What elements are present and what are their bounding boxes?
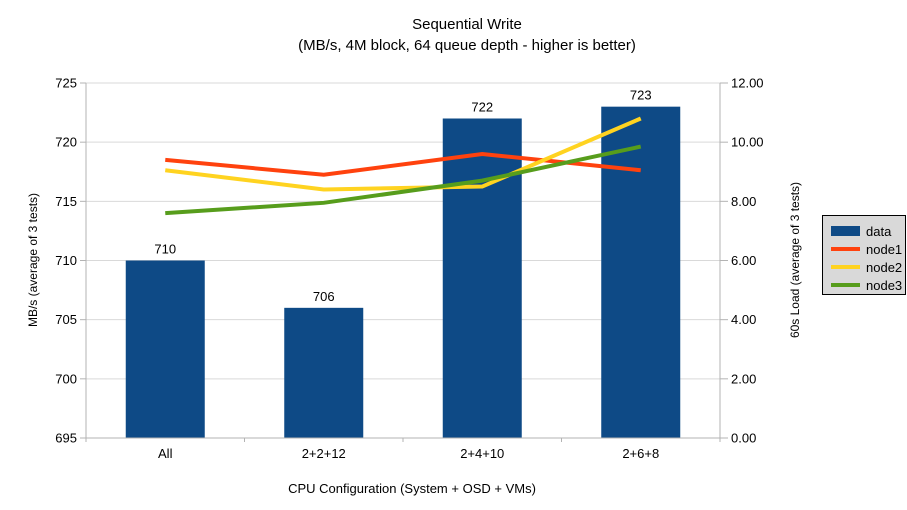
legend-swatch-node2 <box>831 265 860 269</box>
legend-label: node2 <box>866 259 903 275</box>
legend-label: data <box>866 223 892 239</box>
left-tick-label: 710 <box>55 253 77 268</box>
bar-value-label: 722 <box>471 100 493 115</box>
legend-swatch-data <box>831 226 860 236</box>
right-tick-label: 10.00 <box>731 135 764 150</box>
right-tick-label: 4.00 <box>731 312 756 327</box>
right-tick-label: 0.00 <box>731 431 756 446</box>
bar-2+6+8 <box>601 106 681 439</box>
chart-title-line2: (MB/s, 4M block, 64 queue depth - higher… <box>298 37 636 54</box>
bar-2+2+12 <box>284 307 364 438</box>
right-axis-title: 60s Load (average of 3 tests) <box>788 181 802 339</box>
left-tick-label: 720 <box>55 135 77 150</box>
legend: data node1 node2 node3 <box>822 215 906 295</box>
legend-label: node3 <box>866 277 903 293</box>
line-node1 <box>165 151 641 177</box>
right-tick-label: 2.00 <box>731 371 756 386</box>
bar-2+4+10 <box>442 118 522 438</box>
left-tick-label: 700 <box>55 371 77 386</box>
category-label: 2+4+10 <box>460 446 504 461</box>
left-axis-title: MB/s (average of 3 tests) <box>26 192 40 328</box>
right-tick-label: 12.00 <box>731 76 764 91</box>
legend-swatch-node3 <box>831 283 860 287</box>
bar-value-label: 706 <box>313 289 335 304</box>
bar-All <box>125 260 205 438</box>
left-tick-label: 695 <box>55 431 77 446</box>
right-tick-label: 8.00 <box>731 194 756 209</box>
left-tick-label: 725 <box>55 76 77 91</box>
legend-item-node2: node2 <box>831 258 905 276</box>
legend-label: node1 <box>866 241 903 257</box>
line-node2 <box>165 116 642 192</box>
chart-title-line1: Sequential Write <box>412 16 522 33</box>
bar-value-label: 723 <box>630 88 652 103</box>
legend-swatch-node1 <box>831 247 860 251</box>
category-label: 2+2+12 <box>302 446 346 461</box>
category-label: 2+6+8 <box>622 446 659 461</box>
left-tick-label: 715 <box>55 194 77 209</box>
line-node3 <box>165 144 642 216</box>
right-tick-label: 6.00 <box>731 253 756 268</box>
chart-title: Sequential Write (MB/s, 4M block, 64 que… <box>298 14 636 56</box>
x-axis-title: CPU Configuration (System + OSD + VMs) <box>288 481 536 496</box>
category-label: All <box>158 446 173 461</box>
legend-item-node3: node3 <box>831 276 905 294</box>
legend-item-node1: node1 <box>831 240 905 258</box>
legend-item-data: data <box>831 222 905 240</box>
bar-value-label: 710 <box>154 242 176 257</box>
left-tick-label: 705 <box>55 312 77 327</box>
